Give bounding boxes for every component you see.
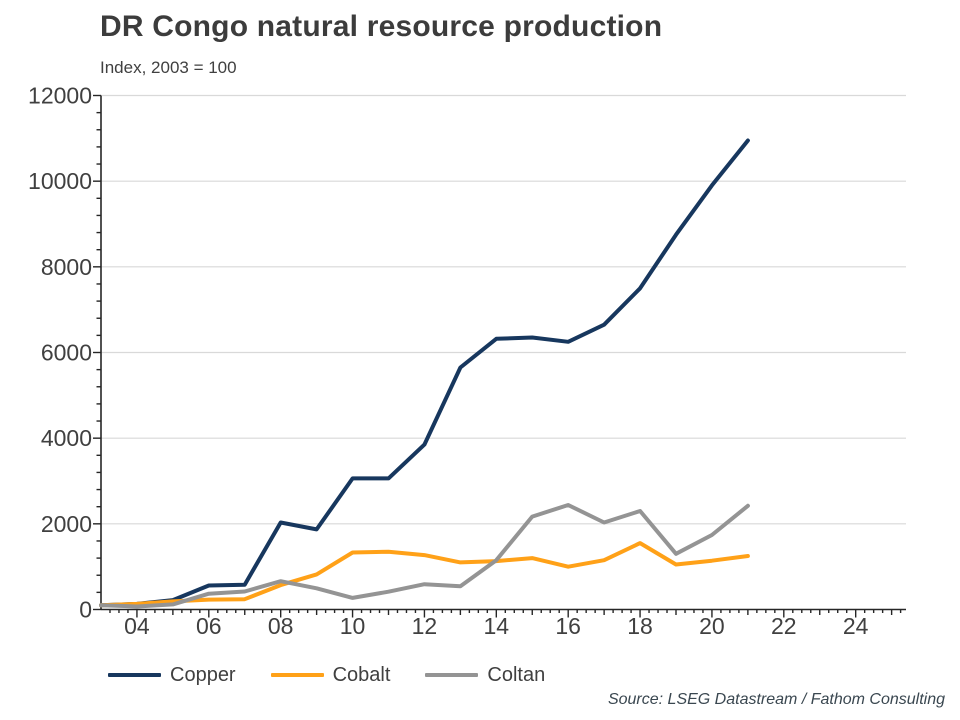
y-axis-label-10000: 10000: [28, 168, 92, 194]
y-axis-label-8000: 8000: [41, 254, 92, 280]
x-axis-label-12: 12: [412, 613, 438, 639]
legend-label-cobalt: Cobalt: [332, 663, 391, 686]
x-axis-label-22: 22: [771, 613, 797, 639]
legend-label-coltan: Coltan: [487, 663, 546, 686]
legend: Copper Cobalt Coltan: [108, 662, 545, 688]
series-line-cobalt: [99, 541, 750, 608]
coltan-line-swatch: [425, 673, 479, 677]
y-axis-label-4000: 4000: [41, 425, 92, 451]
x-axis-label-18: 18: [627, 613, 653, 639]
legend-item-cobalt: Cobalt: [270, 663, 391, 687]
legend-label-copper: Copper: [170, 663, 236, 686]
cobalt-line-swatch: [270, 673, 324, 677]
legend-item-coltan: Coltan: [425, 664, 545, 687]
chart-title: DR Congo natural resource production: [100, 10, 663, 43]
legend-item-copper: Copper: [108, 664, 236, 687]
x-axis-label-20: 20: [699, 613, 725, 639]
y-axis-label-0: 0: [79, 597, 92, 623]
x-axis-label-06: 06: [196, 613, 222, 639]
y-axis-label-6000: 6000: [41, 340, 92, 366]
source-attribution: Source: LSEG Datastream / Fathom Consult…: [607, 691, 945, 708]
chart-subtitle: Index, 2003 = 100: [100, 58, 237, 77]
x-axis-label-14: 14: [484, 613, 510, 639]
x-axis-label-08: 08: [268, 613, 294, 639]
series-line-coltan: [99, 503, 750, 609]
x-axis-label-16: 16: [555, 613, 581, 639]
x-axis-label-04: 04: [124, 613, 150, 639]
y-axis-label-2000: 2000: [41, 511, 92, 537]
chart-plot-area: 0 2000 4000 6000 8000 10000 12000 04 06 08 10 12 14 1…: [28, 83, 906, 639]
y-axis-label-12000: 12000: [28, 83, 92, 109]
series-line-copper: [99, 138, 750, 608]
x-axis-label-24: 24: [843, 613, 869, 639]
copper-line-swatch: [108, 673, 161, 677]
x-axis-label-10: 10: [340, 613, 366, 639]
